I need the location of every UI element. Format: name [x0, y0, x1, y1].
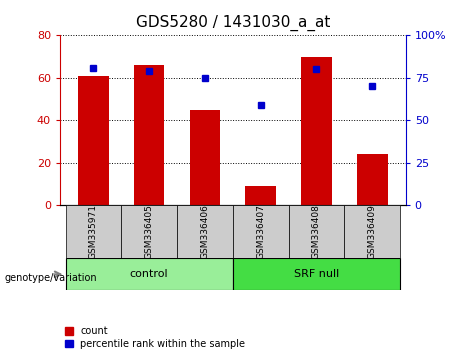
Bar: [134, 65, 165, 205]
Text: SRF null: SRF null: [294, 269, 339, 279]
Text: GSM336407: GSM336407: [256, 204, 265, 259]
FancyBboxPatch shape: [65, 205, 121, 258]
Text: GSM336409: GSM336409: [368, 204, 377, 259]
Legend: count, percentile rank within the sample: count, percentile rank within the sample: [65, 326, 245, 349]
Title: GDS5280 / 1431030_a_at: GDS5280 / 1431030_a_at: [136, 15, 330, 31]
FancyBboxPatch shape: [177, 205, 233, 258]
Bar: [301, 57, 332, 205]
Text: genotype/variation: genotype/variation: [5, 273, 97, 283]
Text: GSM335971: GSM335971: [89, 204, 98, 259]
FancyBboxPatch shape: [344, 205, 400, 258]
FancyBboxPatch shape: [233, 205, 289, 258]
Text: GSM336406: GSM336406: [201, 204, 209, 259]
Text: GSM336408: GSM336408: [312, 204, 321, 259]
FancyBboxPatch shape: [65, 258, 233, 290]
Bar: [189, 110, 220, 205]
Bar: [78, 76, 109, 205]
Bar: [357, 154, 388, 205]
Text: GSM336405: GSM336405: [145, 204, 154, 259]
FancyBboxPatch shape: [121, 205, 177, 258]
Text: control: control: [130, 269, 168, 279]
FancyBboxPatch shape: [289, 205, 344, 258]
FancyBboxPatch shape: [233, 258, 400, 290]
Bar: [245, 186, 276, 205]
